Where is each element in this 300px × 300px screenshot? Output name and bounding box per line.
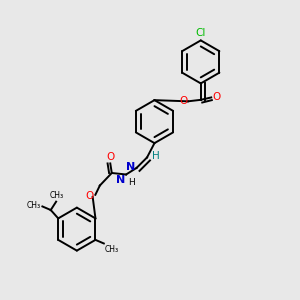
Text: N: N [126, 162, 135, 172]
Text: O: O [179, 96, 187, 106]
Text: CH₃: CH₃ [50, 191, 64, 200]
Text: O: O [85, 191, 93, 201]
Text: N: N [116, 175, 125, 185]
Text: H: H [128, 178, 135, 188]
Text: CH₃: CH₃ [26, 201, 40, 210]
Text: Cl: Cl [196, 28, 206, 38]
Text: O: O [212, 92, 220, 102]
Text: CH₃: CH₃ [104, 245, 118, 254]
Text: O: O [106, 152, 114, 162]
Text: H: H [152, 151, 160, 161]
